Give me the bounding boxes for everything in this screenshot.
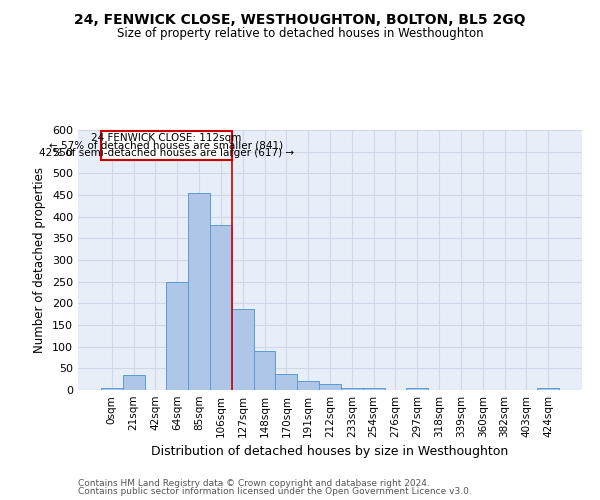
Bar <box>363 388 385 390</box>
Bar <box>232 308 254 390</box>
Bar <box>210 226 232 390</box>
Text: Size of property relative to detached houses in Westhoughton: Size of property relative to detached ho… <box>116 28 484 40</box>
Bar <box>275 374 297 390</box>
Bar <box>123 375 145 390</box>
Bar <box>166 282 188 390</box>
Bar <box>254 351 275 390</box>
X-axis label: Distribution of detached houses by size in Westhoughton: Distribution of detached houses by size … <box>151 446 509 458</box>
Bar <box>406 388 428 390</box>
FancyBboxPatch shape <box>101 131 232 160</box>
Y-axis label: Number of detached properties: Number of detached properties <box>34 167 46 353</box>
Text: 24 FENWICK CLOSE: 112sqm: 24 FENWICK CLOSE: 112sqm <box>91 133 242 143</box>
Bar <box>341 388 363 390</box>
Text: Contains HM Land Registry data © Crown copyright and database right 2024.: Contains HM Land Registry data © Crown c… <box>78 478 430 488</box>
Bar <box>537 388 559 390</box>
Text: 42% of semi-detached houses are larger (617) →: 42% of semi-detached houses are larger (… <box>39 148 294 158</box>
Bar <box>297 382 319 390</box>
Bar <box>188 193 210 390</box>
Bar <box>101 388 123 390</box>
Text: Contains public sector information licensed under the Open Government Licence v3: Contains public sector information licen… <box>78 487 472 496</box>
Text: 24, FENWICK CLOSE, WESTHOUGHTON, BOLTON, BL5 2GQ: 24, FENWICK CLOSE, WESTHOUGHTON, BOLTON,… <box>74 12 526 26</box>
Text: ← 57% of detached houses are smaller (841): ← 57% of detached houses are smaller (84… <box>49 140 283 150</box>
Bar <box>319 384 341 390</box>
